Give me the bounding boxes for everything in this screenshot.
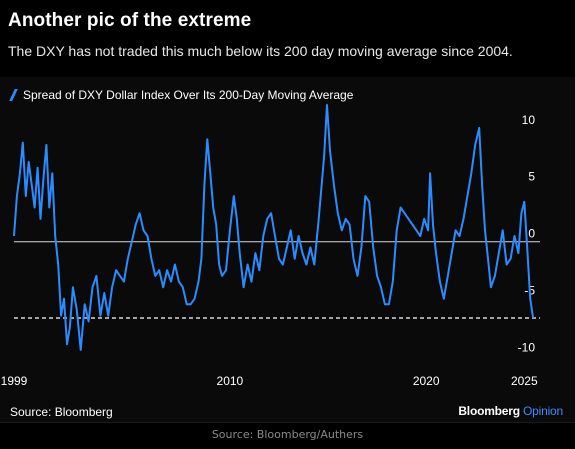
x-tick-label: 2020 — [413, 374, 440, 388]
source-label: Source: Bloomberg — [10, 405, 113, 419]
y-tick-label: 0 — [528, 227, 535, 241]
logo-main-text: Bloomberg — [458, 404, 520, 418]
y-tick-label: 5 — [528, 170, 535, 184]
chart-panel: Spread of DXY Dollar Index Over Its 200-… — [0, 77, 575, 423]
x-tick-label: 2010 — [217, 374, 244, 388]
headline: Another pic of the extreme — [8, 10, 252, 31]
image-credit: Source: Bloomberg/Authers — [211, 428, 364, 441]
y-tick-label: 10 — [522, 113, 536, 127]
y-tick-label: -10 — [518, 341, 536, 355]
subheadline: The DXY has not traded this much below i… — [8, 43, 513, 59]
legend-label: Spread of DXY Dollar Index Over Its 200-… — [23, 88, 354, 102]
x-tick-label: 1999 — [1, 374, 28, 388]
bloomberg-opinion-logo: Bloomberg Opinion — [458, 404, 563, 418]
series-line-dxy-spread — [13, 104, 535, 351]
logo-accent-text: Opinion — [523, 404, 563, 418]
chart-legend: Spread of DXY Dollar Index Over Its 200-… — [9, 88, 354, 102]
x-tick-label: 2025 — [511, 374, 538, 388]
